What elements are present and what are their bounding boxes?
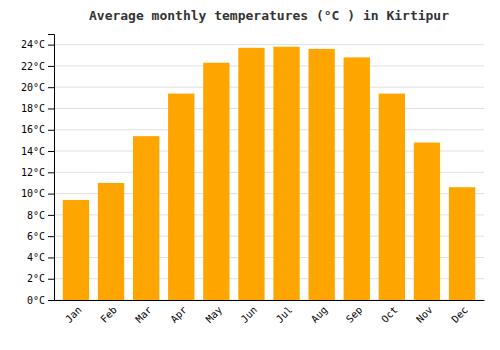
y-tick: 6°C [27, 231, 54, 242]
y-tick-mark [48, 108, 54, 109]
x-tick: Nov [414, 304, 435, 325]
bar [63, 200, 89, 300]
y-tick-label: 0°C [27, 295, 45, 306]
x-tick: May [204, 304, 225, 325]
y-axis: 0°C 2°C 4°C 6°C 8°C 10°C 12°C 14°C 16°C 18°C 20°C 2… [21, 35, 55, 306]
x-tick-label: Jan [63, 304, 84, 325]
x-tick-label: Jul [274, 304, 295, 325]
y-tick: 20°C [21, 82, 54, 93]
x-tick-label: Nov [414, 304, 435, 325]
grid-line [54, 65, 484, 66]
x-axis-line [55, 300, 485, 301]
x-tick-label: Apr [168, 304, 189, 325]
y-tick: 8°C [27, 210, 54, 221]
x-tick-label: Oct [379, 304, 400, 325]
y-tick: 22°C [21, 61, 54, 72]
x-tick-label: Jun [239, 304, 260, 325]
y-tick-mark [48, 87, 54, 88]
x-tick: Dec [449, 304, 470, 325]
x-tick-label: Feb [98, 304, 119, 325]
y-tick-label: 6°C [27, 231, 45, 242]
bar [344, 57, 370, 300]
y-tick-mark [48, 130, 54, 131]
x-tick-label: Mar [133, 304, 154, 325]
y-tick: 18°C [21, 103, 54, 114]
y-tick-mark [48, 300, 54, 301]
chart: 0°C 2°C 4°C 6°C 8°C 10°C 12°C 14°C 16°C 18°C 20°C 2… [0, 0, 500, 350]
x-tick: Mar [133, 304, 154, 325]
y-tick-mark [48, 151, 54, 152]
plot: 0°C 2°C 4°C 6°C 8°C 10°C 12°C 14°C 16°C 18°C 20°C 2… [21, 35, 485, 325]
bar [379, 94, 405, 300]
y-tick-label: 18°C [21, 103, 45, 114]
x-axis: Jan Feb Mar Apr May Jun Jul Aug Sep Oct Nov Dec [55, 301, 485, 325]
x-tick: Oct [379, 304, 400, 325]
y-tick: 4°C [27, 252, 54, 263]
y-tick-mark [48, 236, 54, 237]
y-tick-mark [48, 257, 54, 258]
y-tick: 24°C [21, 39, 54, 50]
y-tick-label: 8°C [27, 210, 45, 221]
bar [273, 47, 299, 300]
y-tick-label: 12°C [21, 167, 45, 178]
bar [168, 94, 194, 300]
bar [133, 136, 159, 300]
x-tick-label: Aug [309, 304, 330, 325]
x-tick: Sep [344, 304, 365, 325]
y-tick-mark [48, 194, 54, 195]
grid-line [54, 44, 484, 45]
y-axis-line [48, 35, 55, 301]
y-tick-mark [48, 45, 54, 46]
y-tick-label: 20°C [21, 82, 45, 93]
x-tick: Aug [309, 304, 330, 325]
bar [308, 49, 334, 300]
y-tick-mark [48, 279, 54, 280]
bar [98, 183, 124, 300]
y-tick: 0°C [27, 295, 54, 306]
x-tick-label: Sep [344, 304, 365, 325]
y-tick: 14°C [21, 146, 54, 157]
bar [414, 143, 440, 300]
grid-line [54, 129, 484, 130]
bar [238, 48, 264, 300]
y-tick-label: 22°C [21, 61, 45, 72]
y-tick-label: 16°C [21, 124, 45, 135]
grid [54, 45, 484, 300]
x-tick: Feb [98, 304, 119, 325]
y-tick: 12°C [21, 167, 54, 178]
bars [63, 47, 475, 300]
y-tick-mark [48, 66, 54, 67]
title: Average monthly temperatures (°C ) in Ki… [89, 8, 449, 23]
y-tick-label: 10°C [21, 188, 45, 199]
y-tick: 2°C [27, 273, 54, 284]
y-tick: 16°C [21, 124, 54, 135]
x-tick-label: Dec [449, 304, 470, 325]
bar [449, 187, 475, 300]
y-tick-mark [48, 172, 54, 173]
y-tick-mark [48, 215, 54, 216]
x-tick: Jan [63, 304, 84, 325]
x-tick: Apr [168, 304, 189, 325]
bar [203, 63, 229, 300]
x-tick: Jul [274, 304, 295, 325]
grid-line [54, 108, 484, 109]
y-tick-label: 2°C [27, 273, 45, 284]
y-tick-label: 4°C [27, 252, 45, 263]
y-tick-label: 14°C [21, 146, 45, 157]
grid-line [54, 87, 484, 88]
y-tick-label: 24°C [21, 39, 45, 50]
y-tick: 10°C [21, 188, 54, 199]
x-tick-label: May [204, 304, 225, 325]
x-tick: Jun [239, 304, 260, 325]
